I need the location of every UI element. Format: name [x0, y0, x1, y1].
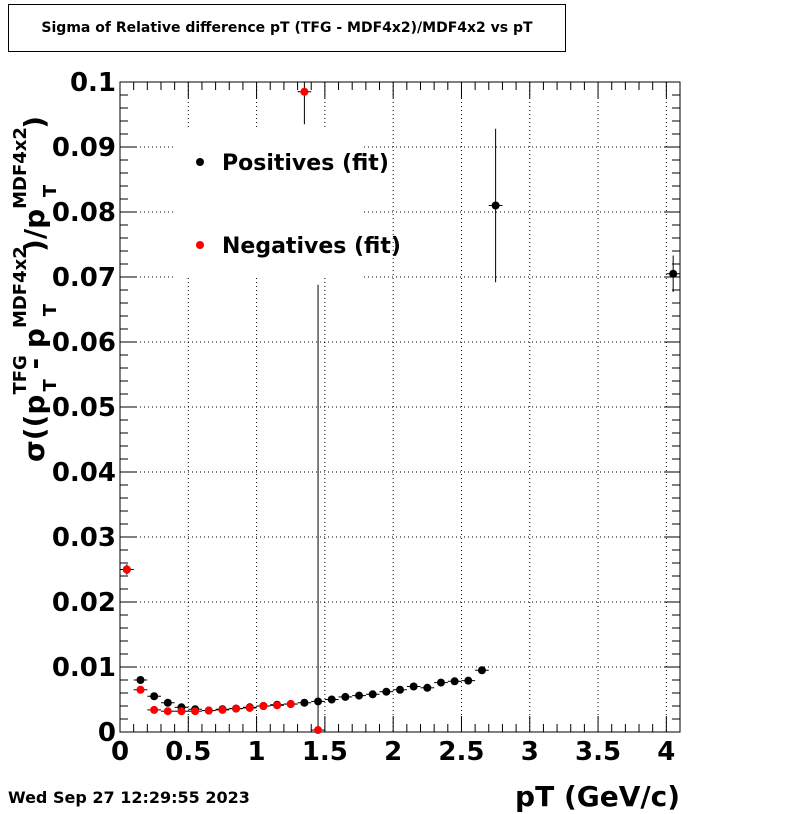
axis-ticks	[119, 81, 681, 733]
legend-background	[176, 128, 362, 278]
x-tick-label: 0	[111, 737, 129, 767]
y-axis-label: σ((pTFG T - pMDF4x2 T)/pMDF4x2 T)	[10, 116, 61, 462]
y-tick-label: 0.05	[52, 393, 116, 423]
data-point	[477, 666, 486, 675]
x-axis-label: pT (GeV/c)	[515, 780, 680, 813]
y-tick-label: 0.07	[52, 263, 116, 293]
legend-label-negatives: Negatives (fit)	[222, 234, 401, 259]
x-tick-label: 0.5	[165, 737, 211, 767]
data-point	[245, 703, 254, 712]
x-tick-label: 3.5	[575, 737, 621, 767]
x-tick-label: 1.5	[302, 737, 348, 767]
data-point	[204, 706, 213, 715]
data-point	[355, 691, 364, 700]
data-series	[120, 82, 680, 735]
y-tick-label: 0.02	[52, 588, 116, 618]
legend-marker-positives	[196, 158, 204, 166]
data-point	[136, 676, 145, 684]
y-tick-label: 0.06	[52, 328, 116, 358]
data-point	[232, 704, 241, 713]
data-point	[382, 687, 391, 696]
data-point	[314, 726, 323, 735]
data-point	[396, 685, 404, 694]
series-1	[120, 82, 325, 735]
data-point	[409, 682, 418, 691]
data-point	[341, 692, 350, 701]
data-point	[150, 705, 159, 714]
data-point	[259, 702, 268, 710]
data-point	[436, 678, 445, 687]
y-tick-label: 0.04	[52, 458, 116, 488]
x-tick-label: 2.5	[438, 737, 484, 767]
data-point	[368, 690, 377, 699]
data-point	[669, 269, 678, 278]
data-point	[163, 707, 172, 716]
x-tick-label: 3	[521, 737, 539, 767]
data-point	[122, 565, 131, 574]
legend: Positives (fit) Negatives (fit)	[176, 128, 401, 278]
data-point	[163, 698, 172, 707]
y-tick-label: 0.03	[52, 523, 116, 553]
data-point	[300, 698, 309, 707]
data-point	[327, 695, 336, 704]
data-point	[177, 707, 186, 716]
x-tick-label: 2	[384, 737, 402, 767]
legend-label-positives: Positives (fit)	[222, 151, 389, 176]
data-point	[423, 683, 432, 692]
x-tick-label: 4	[657, 737, 675, 767]
data-point	[218, 705, 227, 714]
legend-marker-negatives	[196, 241, 204, 249]
data-point	[464, 676, 473, 685]
y-tick-label: 0	[98, 718, 116, 748]
tick-labels: 0 0.5 1 1.5 2 2.5 3 3.5 4 0 0.01 0.02 0.03 0.04 0.05 0.…	[52, 68, 676, 767]
data-point	[300, 87, 309, 96]
y-tick-label: 0.09	[52, 133, 116, 163]
timestamp: Wed Sep 27 12:29:55 2023	[8, 788, 250, 807]
data-point	[450, 677, 459, 686]
data-point	[191, 707, 200, 716]
data-point	[273, 701, 282, 710]
y-tick-label: 0.08	[52, 198, 116, 228]
data-point	[491, 201, 500, 210]
x-tick-label: 1	[248, 737, 266, 767]
y-tick-label: 0.01	[52, 653, 116, 683]
data-point	[150, 692, 159, 701]
data-point	[136, 685, 145, 694]
y-tick-label: 0.1	[70, 68, 116, 98]
chart-title: Sigma of Relative difference pT (TFG - M…	[8, 4, 566, 52]
data-point	[286, 700, 295, 709]
